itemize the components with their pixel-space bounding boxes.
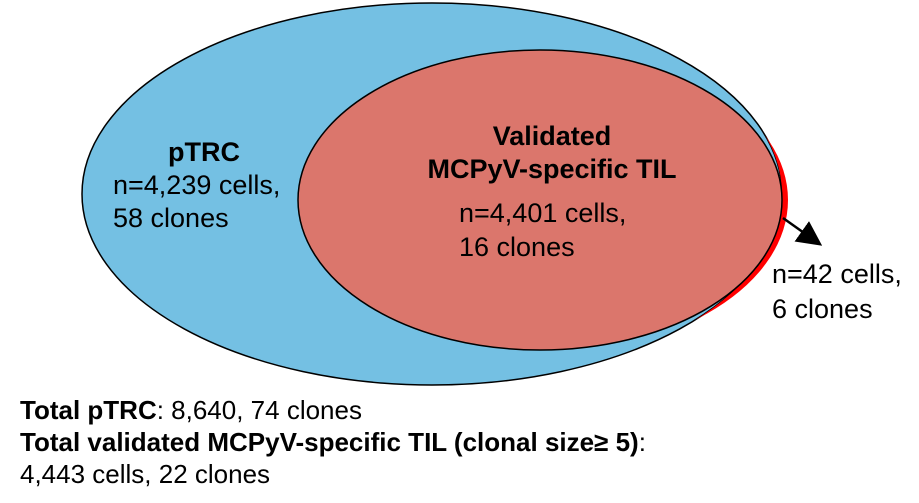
summary-total-ptrc: Total pTRC: 8,640, 74 clones bbox=[20, 394, 362, 426]
total-til-colon: : bbox=[638, 427, 646, 457]
outside-region-arrow bbox=[782, 216, 823, 246]
total-ptrc-value: : 8,640, 74 clones bbox=[156, 395, 362, 425]
total-til-label-prefix: Total validated MCPyV-specific TIL (clon… bbox=[20, 427, 595, 457]
ptrc-cells: n=4,239 cells, bbox=[113, 170, 280, 200]
validated-til-ellipse bbox=[297, 49, 783, 351]
ptrc-clones: 58 clones bbox=[113, 203, 229, 233]
outside-cells: n=42 cells, bbox=[772, 259, 902, 289]
total-til-label-suffix: ) bbox=[630, 427, 639, 457]
total-ptrc-label: Total pTRC bbox=[20, 395, 157, 425]
summary-total-til-value: 4,443 cells, 22 clones bbox=[20, 459, 271, 489]
til-name-line2: MCPyV-specific TIL bbox=[427, 154, 676, 184]
summary-total-til: Total validated MCPyV-specific TIL (clon… bbox=[20, 426, 646, 458]
total-til-label: Total validated MCPyV-specific TIL (clon… bbox=[20, 427, 639, 457]
ptrc-name: pTRC bbox=[168, 137, 240, 167]
til-cells: n=4,401 cells, bbox=[459, 198, 626, 228]
venn-diagram: pTRC n=4,239 cells, 58 clones Validated … bbox=[81, 2, 902, 386]
total-til-symbol: ≥ 5 bbox=[594, 427, 631, 457]
outside-clones: 6 clones bbox=[772, 294, 873, 324]
til-name-line1: Validated bbox=[493, 121, 612, 151]
til-clones: 16 clones bbox=[459, 232, 575, 262]
